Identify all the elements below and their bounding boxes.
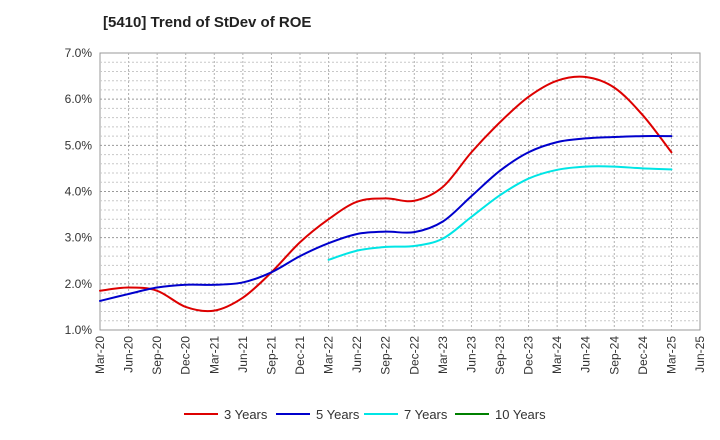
chart-title: [5410] Trend of StDev of ROE <box>103 14 312 31</box>
y-tick-label: 1.0% <box>65 323 93 337</box>
x-tick-label: Mar-23 <box>436 336 450 374</box>
x-tick-label: Dec-23 <box>522 336 536 375</box>
x-tick-label: Sep-20 <box>150 336 164 375</box>
x-tick-label: Dec-20 <box>179 336 193 375</box>
y-tick-label: 6.0% <box>65 92 93 106</box>
x-tick-label: Jun-24 <box>579 336 593 373</box>
legend-label-7-years: 7 Years <box>404 407 448 422</box>
x-tick-label: Mar-20 <box>93 336 107 374</box>
legend-label-10-years: 10 Years <box>495 407 546 422</box>
legend-label-5-years: 5 Years <box>316 407 360 422</box>
x-tick-label: Jun-20 <box>122 336 136 373</box>
x-tick-label: Sep-23 <box>493 336 507 375</box>
x-tick-label: Jun-22 <box>350 336 364 373</box>
x-tick-label: Mar-24 <box>550 336 564 374</box>
y-tick-label: 3.0% <box>65 231 93 245</box>
x-tick-label: Sep-24 <box>607 336 621 375</box>
x-tick-label: Mar-25 <box>664 336 678 374</box>
series-line-5-years <box>99 135 673 302</box>
series-line-7-years <box>327 165 673 261</box>
legend-label-3-years: 3 Years <box>224 407 268 422</box>
y-tick-label: 5.0% <box>65 138 93 152</box>
series-line-3-years <box>99 75 673 313</box>
x-tick-label: Mar-22 <box>322 336 336 374</box>
x-tick-label: Sep-22 <box>379 336 393 375</box>
y-tick-label: 7.0% <box>65 46 93 60</box>
y-tick-label: 2.0% <box>65 277 93 291</box>
x-tick-label: Dec-22 <box>407 336 421 375</box>
x-tick-label: Dec-24 <box>636 336 650 375</box>
x-tick-label: Jun-25 <box>693 336 707 373</box>
x-tick-label: Sep-21 <box>264 336 278 375</box>
x-tick-label: Jun-23 <box>464 336 478 373</box>
y-tick-label: 4.0% <box>65 185 93 199</box>
x-tick-label: Dec-21 <box>293 336 307 375</box>
x-tick-label: Mar-21 <box>207 336 221 374</box>
x-tick-label: Jun-21 <box>236 336 250 373</box>
